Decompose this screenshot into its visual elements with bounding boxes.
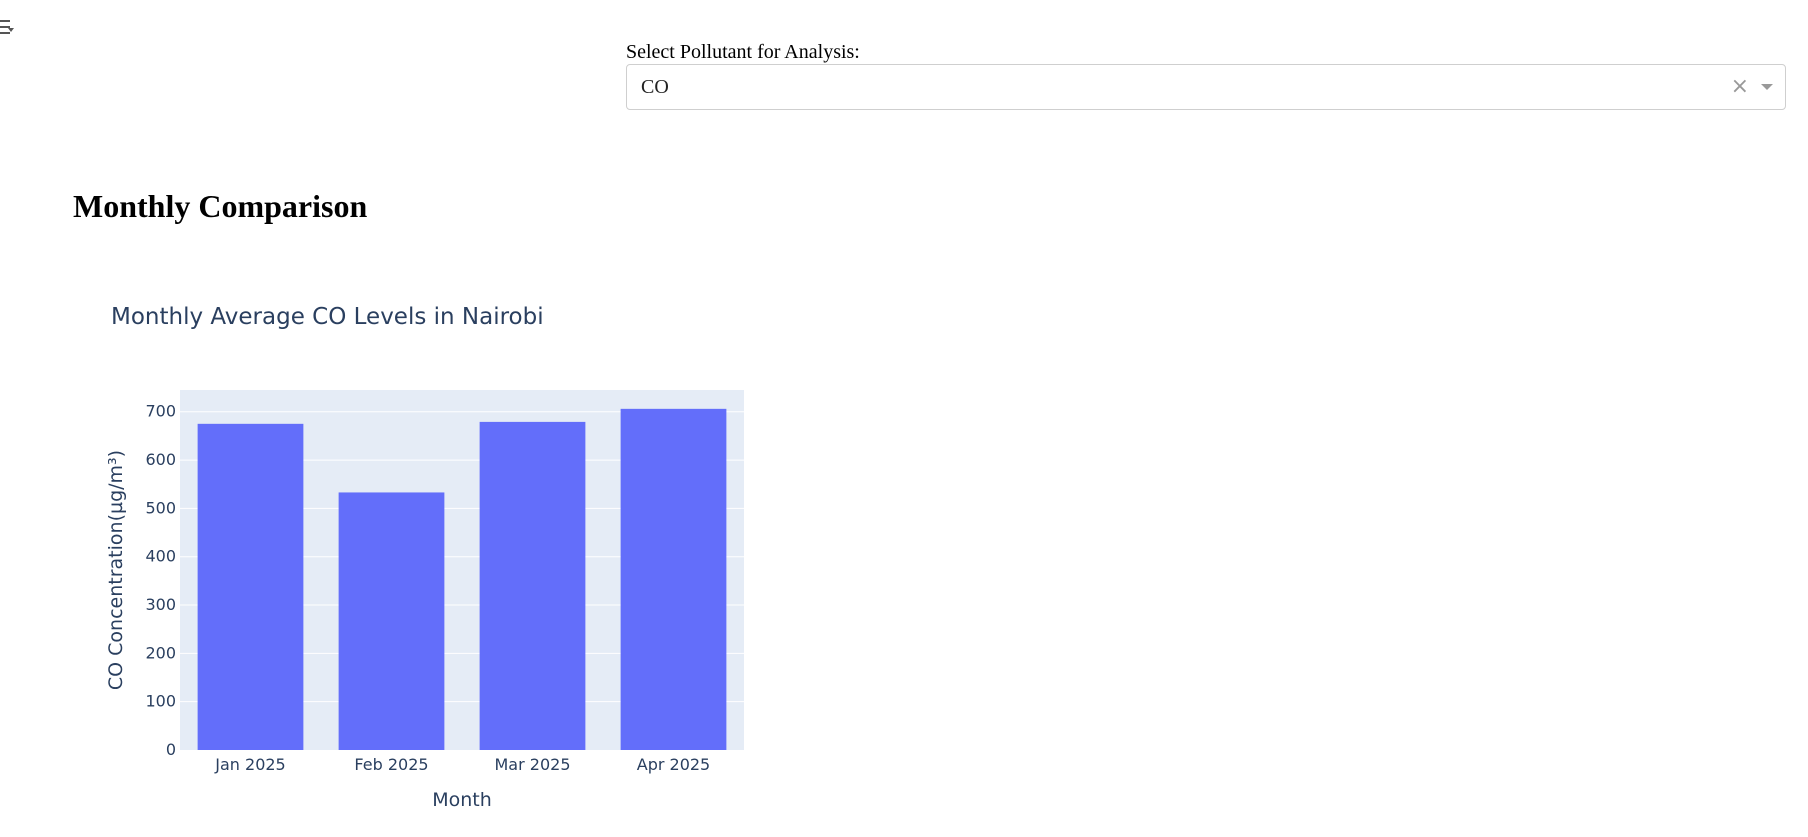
monthly-chart: Monthly Average CO Levels in Nairobi 0 100… — [0, 290, 800, 833]
y-axis-label: CO Concentration(µg/m³) — [105, 450, 127, 690]
y-tick-label: 600 — [145, 450, 176, 469]
collapse-menu-icon[interactable] — [0, 16, 16, 40]
x-tick-label: Jan 2025 — [214, 755, 285, 774]
bar — [338, 492, 445, 750]
y-tick-label: 700 — [145, 402, 176, 421]
clear-icon[interactable]: × — [1730, 74, 1749, 99]
y-tick-label: 200 — [145, 643, 176, 662]
pollutant-select-label: Select Pollutant for Analysis: — [626, 41, 860, 63]
x-tick-label: Apr 2025 — [637, 755, 710, 774]
x-axis-label: Month — [432, 789, 492, 811]
section-title: Monthly Comparison — [73, 188, 368, 224]
x-tick-label: Feb 2025 — [354, 755, 428, 774]
bar — [479, 421, 586, 750]
bar-chart: Monthly Average CO Levels in Nairobi 0 100… — [105, 304, 744, 811]
chevron-down-icon[interactable] — [1761, 84, 1773, 90]
pollutant-select-block: Select Pollutant for Analysis: CO × — [626, 40, 1786, 110]
x-tick-label: Mar 2025 — [495, 755, 571, 774]
y-tick-label: 300 — [145, 595, 176, 614]
pollutant-select[interactable]: CO × — [626, 64, 1786, 110]
pollutant-select-value: CO — [641, 76, 669, 98]
y-tick-label: 100 — [145, 692, 176, 711]
y-tick-label: 400 — [145, 547, 176, 566]
y-tick-label: 0 — [166, 740, 176, 759]
y-tick-label: 500 — [145, 498, 176, 517]
bar — [197, 423, 304, 750]
chart-title: Monthly Average CO Levels in Nairobi — [111, 304, 544, 330]
bar — [620, 408, 727, 750]
